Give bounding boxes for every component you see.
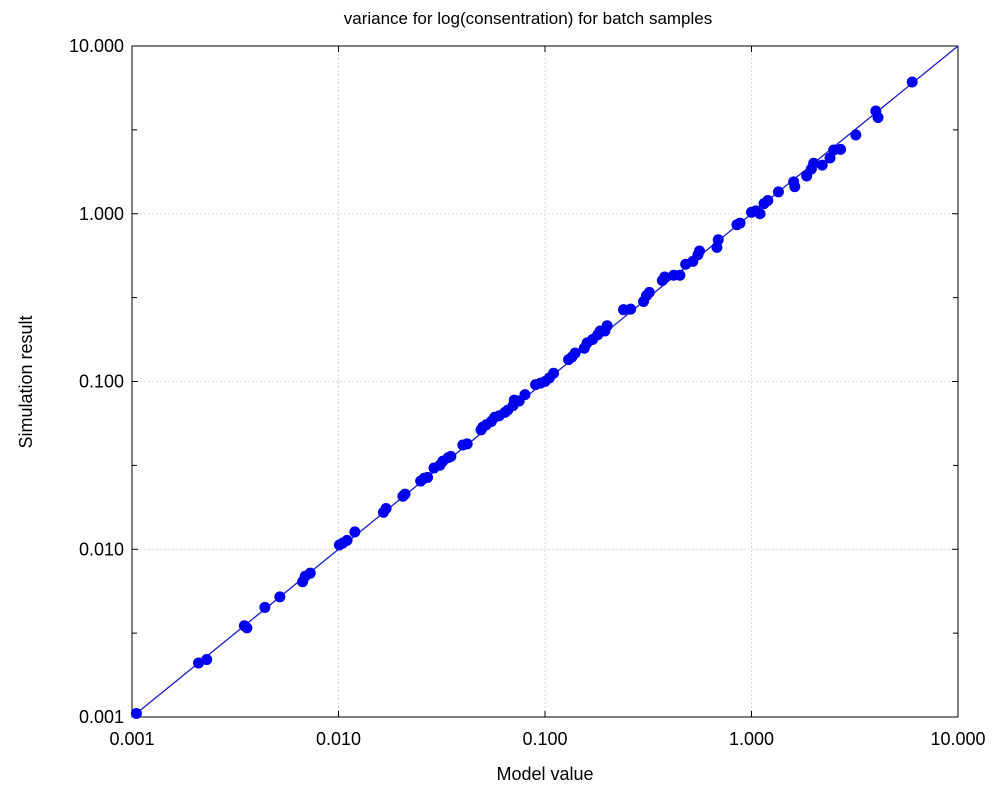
data-point — [850, 129, 862, 141]
data-point — [445, 450, 457, 462]
data-point — [259, 601, 271, 613]
data-point — [422, 471, 434, 483]
data-point — [461, 438, 473, 450]
y-tick-label: 10.000 — [69, 36, 124, 56]
data-point — [625, 303, 637, 315]
y-tick-labels: 0.001 0.010 0.100 1.000 10.000 — [69, 36, 124, 727]
data-point — [130, 707, 142, 719]
data-point — [341, 534, 353, 546]
y-tick-label: 1.000 — [79, 204, 124, 224]
data-point — [643, 286, 655, 298]
data-point — [519, 389, 531, 401]
x-tick-label: 1.000 — [729, 729, 774, 749]
data-point — [241, 622, 253, 634]
data-point — [304, 567, 316, 579]
data-point — [380, 502, 392, 514]
data-point — [659, 271, 671, 283]
data-point — [835, 143, 847, 155]
data-point — [872, 111, 884, 123]
data-point — [906, 76, 918, 88]
data-point — [201, 654, 213, 666]
data-point — [548, 367, 560, 379]
x-tick-label: 0.010 — [316, 729, 361, 749]
data-point — [772, 186, 784, 198]
data-point — [734, 217, 746, 229]
y-tick-label: 0.001 — [79, 707, 124, 727]
data-point — [762, 194, 774, 206]
y-axis-title: Simulation result — [16, 315, 36, 448]
x-axis-title: Model value — [496, 764, 593, 784]
chart-title: variance for log(consentration) for batc… — [344, 9, 713, 28]
data-point — [816, 159, 828, 171]
data-point — [789, 181, 801, 193]
data-point — [569, 347, 581, 359]
x-tick-labels: 0.001 0.010 0.100 1.000 10.000 — [109, 729, 985, 749]
data-point — [754, 208, 766, 220]
data-point — [694, 245, 706, 257]
data-point — [674, 269, 686, 281]
data-point — [274, 591, 286, 603]
data-point — [712, 234, 724, 246]
data-points — [130, 76, 918, 719]
data-point — [349, 526, 361, 538]
x-tick-label: 0.001 — [109, 729, 154, 749]
data-point — [808, 157, 820, 169]
y-tick-label: 0.010 — [79, 539, 124, 559]
data-point — [601, 320, 613, 332]
x-tick-label: 10.000 — [930, 729, 985, 749]
x-tick-label: 0.100 — [522, 729, 567, 749]
data-point — [399, 488, 411, 500]
y-tick-label: 0.100 — [79, 372, 124, 392]
